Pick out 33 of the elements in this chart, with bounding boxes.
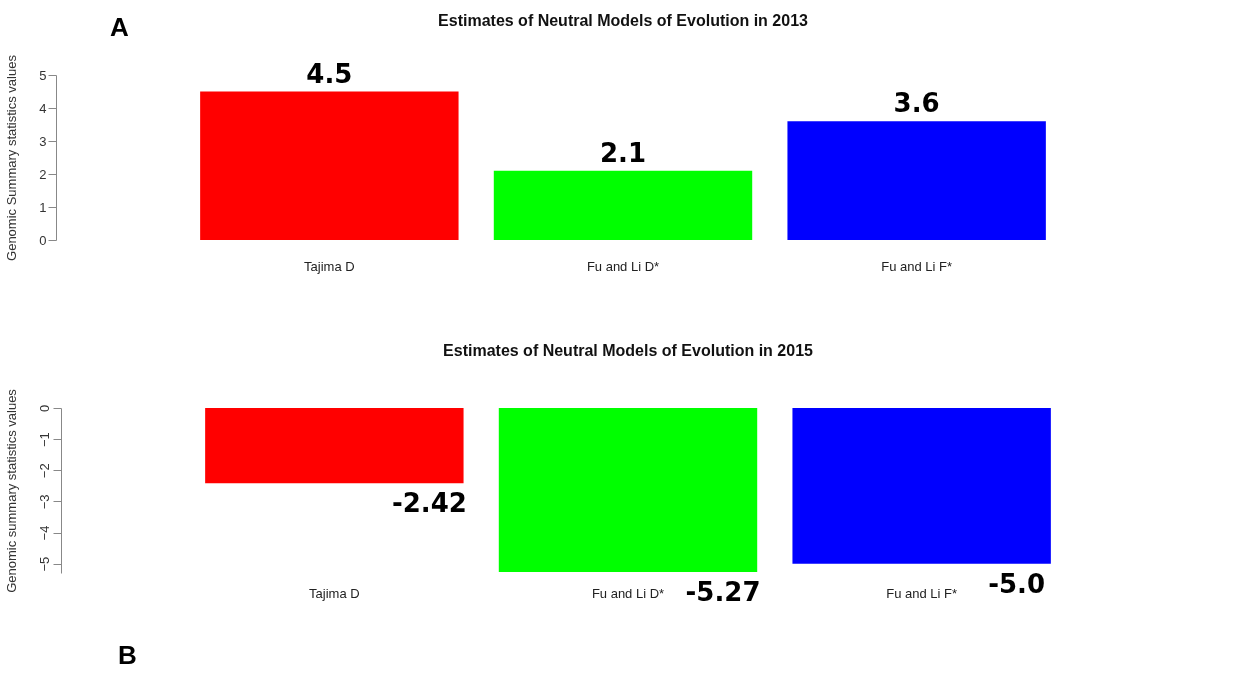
- chart-title: Estimates of Neutral Models of Evolution in 2013: [438, 11, 809, 29]
- x-tick-label: Tajima D: [304, 258, 355, 274]
- data-label: -5.0: [988, 568, 1046, 599]
- data-label: 3.6: [893, 88, 940, 119]
- text: B: [118, 640, 137, 671]
- data-label: 2.1: [599, 137, 647, 168]
- y-tick-label: −4: [36, 525, 52, 541]
- bar: [493, 170, 753, 240]
- data-label: 4.5: [306, 58, 353, 89]
- y-tick-label: 5: [39, 67, 47, 83]
- data-label: -5.27: [685, 577, 761, 608]
- y-axis-title: Genomic summary statistics values: [3, 388, 19, 593]
- y-tick-label: −1: [36, 432, 52, 448]
- y-axis-title: Genomic Summary statistics values: [4, 54, 20, 261]
- y-tick-label: −5: [36, 556, 52, 572]
- x-tick-label: Fu and Li D*: [591, 585, 665, 601]
- x-tick-label: Fu and Li D*: [586, 258, 660, 274]
- x-tick-label: Fu and Li F*: [886, 585, 958, 601]
- y-tick-label: 0: [36, 404, 52, 413]
- bar: [787, 121, 1046, 240]
- chart-title: Estimates of Neutral Models of Evolution in 2015: [443, 341, 814, 359]
- bar: [200, 91, 459, 240]
- y-tick-label: −3: [36, 494, 52, 510]
- text: A: [110, 12, 129, 43]
- y-tick-label: 4: [39, 100, 47, 116]
- x-tick-label: Tajima D: [309, 585, 360, 601]
- x-tick-label: Fu and Li F*: [881, 258, 953, 274]
- y-tick-label: 1: [39, 199, 47, 215]
- y-tick-label: 0: [39, 232, 47, 248]
- y-tick-label: −2: [36, 463, 52, 479]
- y-tick-label: 2: [39, 166, 47, 182]
- data-label: -2.42: [391, 488, 467, 519]
- y-tick-label: 3: [39, 133, 47, 149]
